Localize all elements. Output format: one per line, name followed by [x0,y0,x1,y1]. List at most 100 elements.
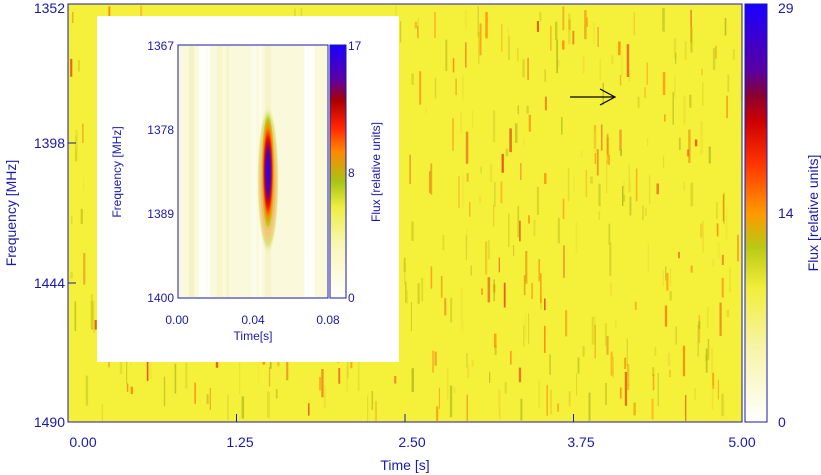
inset-noise-band [305,46,312,297]
noise-streak [544,298,546,311]
noise-streak [429,171,431,193]
noise-streak [626,338,628,366]
noise-streak [501,23,503,52]
noise-streak [656,183,659,195]
noise-streak [130,386,133,395]
inset-x-tick-label: 0.04 [241,313,265,327]
noise-streak [461,288,463,321]
noise-streak [518,367,522,383]
noise-streak [716,202,718,219]
noise-streak [494,344,497,355]
noise-streak [465,235,467,260]
noise-streak [488,240,490,260]
noise-streak [722,194,725,222]
noise-streak [126,383,129,392]
main-colorbar: 29 14 0 Flux [relative units] [744,0,821,430]
noise-streak [450,297,453,323]
noise-streak [227,394,229,421]
noise-streak [606,336,609,355]
noise-streak [80,208,83,225]
noise-streak [712,372,715,389]
noise-streak [586,17,588,27]
noise-streak [662,72,666,95]
noise-streak [563,245,565,278]
noise-streak [367,395,369,421]
noise-streak [119,361,123,375]
noise-streak [489,371,491,383]
noise-streak [657,372,659,407]
noise-streak [70,215,73,225]
noise-streak [174,363,177,394]
noise-streak [539,11,542,22]
noise-streak [525,251,528,284]
noise-streak [350,360,353,369]
noise-streak [598,211,601,220]
noise-streak [588,392,591,421]
noise-streak [480,166,482,174]
noise-streak [430,266,433,289]
noise-streak [568,391,571,407]
noise-streak [634,301,637,310]
noise-streak [452,118,454,151]
main-colorbar-tick-label: 0 [778,414,786,430]
noise-streak [417,18,419,40]
noise-streak [623,181,625,195]
main-y-tick-label: 1398 [34,135,65,151]
noise-streak [492,110,496,143]
noise-streak [417,25,419,38]
noise-streak [462,174,465,208]
noise-streak [503,282,506,308]
noise-streak [268,367,271,387]
noise-streak [489,164,493,183]
noise-streak [523,324,525,347]
noise-streak [721,278,724,298]
noise-streak [561,117,563,135]
noise-streak [609,242,612,276]
noise-streak [568,19,571,30]
inset-x-axis-label: Time[s] [234,329,273,343]
noise-streak [462,74,464,100]
noise-streak [508,213,510,248]
arrow-annotation [570,88,617,106]
noise-streak [522,59,525,78]
noise-streak [609,282,612,297]
noise-streak [619,387,622,399]
noise-streak [591,316,594,345]
noise-streak [673,38,677,59]
noise-streak [690,27,693,53]
noise-streak [593,316,596,345]
noise-streak [519,220,521,242]
noise-streak [598,183,601,207]
noise-streak [257,363,259,385]
noise-streak [108,361,110,368]
noise-streak [72,12,74,23]
noise-streak [505,148,509,157]
main-y-axis-label: Frequency [MHz] [3,160,19,267]
noise-streak [403,257,406,273]
noise-streak [549,354,551,375]
noise-streak [593,22,595,45]
noise-streak [633,12,635,36]
noise-streak [637,96,640,108]
noise-streak [737,234,739,262]
main-y-tick-label: 1490 [34,414,65,430]
main-y-tick-label: 1444 [34,275,65,291]
noise-streak [610,351,613,376]
noise-streak [507,27,510,55]
noise-streak [421,277,424,302]
noise-streak [75,129,78,150]
noise-streak [509,128,512,153]
noise-streak [629,180,631,192]
noise-streak [466,353,468,368]
noise-streak [239,360,241,395]
noise-streak [576,373,577,396]
noise-streak [664,305,668,327]
noise-streak [405,281,407,303]
noise-streak [460,111,462,134]
noise-streak [654,346,657,356]
noise-streak [619,129,622,151]
noise-streak [605,382,607,406]
main-colorbar-tick-label: 14 [778,205,794,221]
noise-streak [538,259,540,282]
noise-streak [663,155,665,169]
